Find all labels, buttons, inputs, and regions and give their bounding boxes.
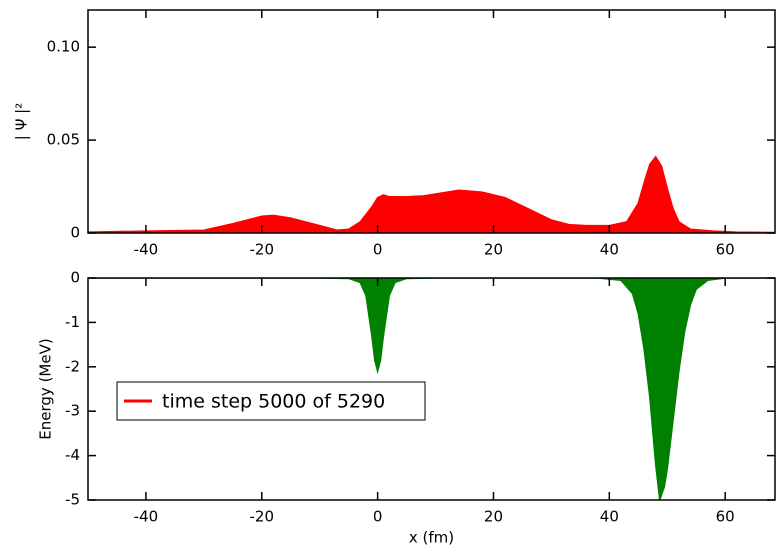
- x-tick-label: 20: [484, 508, 503, 526]
- x-axis-label: x (fm): [409, 529, 454, 547]
- x-tick-label: -20: [250, 241, 275, 259]
- panel: -40 -20 0 20 40 60 0 0.05 0.10 | Ψ |²: [13, 9, 776, 259]
- x-tick-label: 40: [600, 508, 619, 526]
- y-tick-label: -3: [65, 402, 80, 420]
- y-tick-label: -2: [65, 357, 80, 375]
- area: [88, 155, 775, 233]
- legend-label: time step 5000 of 5290: [162, 391, 385, 413]
- panel: -40 -20 0 20 40 60 -5 -4 -3 -2 -1 0 Energy (MeV) x (f…: [37, 269, 776, 547]
- x-tick-label: 60: [716, 241, 735, 259]
- legend: time step 5000 of 5290: [116, 381, 426, 421]
- y-tick-label: 0.05: [47, 131, 80, 149]
- x-tick-label: 0: [373, 508, 383, 526]
- x-tick-label: -20: [250, 508, 275, 526]
- y-axis-label: | Ψ |²: [13, 103, 31, 140]
- plot-area: [88, 278, 775, 500]
- y-axis-label: Energy (MeV): [37, 338, 55, 439]
- y-tick-label: -5: [65, 491, 80, 509]
- x-tick-label: 20: [484, 241, 503, 259]
- y-tick-label: 0: [70, 224, 80, 242]
- x-tick-label: -40: [134, 508, 159, 526]
- legend-box: [116, 381, 426, 421]
- x-tick-label: 60: [716, 508, 735, 526]
- y-tick-label: -4: [65, 446, 80, 464]
- y-tick-label: 0.10: [47, 38, 80, 56]
- frame: [87, 277, 776, 501]
- plot-area: [88, 155, 775, 233]
- x-tick-label: 40: [600, 241, 619, 259]
- y-tick-label: -1: [65, 313, 80, 331]
- x-tick-label: 0: [373, 241, 383, 259]
- y-tick-label: 0: [70, 269, 80, 287]
- x-tick-label: -40: [134, 241, 159, 259]
- area: [88, 278, 775, 500]
- frame: [87, 9, 776, 234]
